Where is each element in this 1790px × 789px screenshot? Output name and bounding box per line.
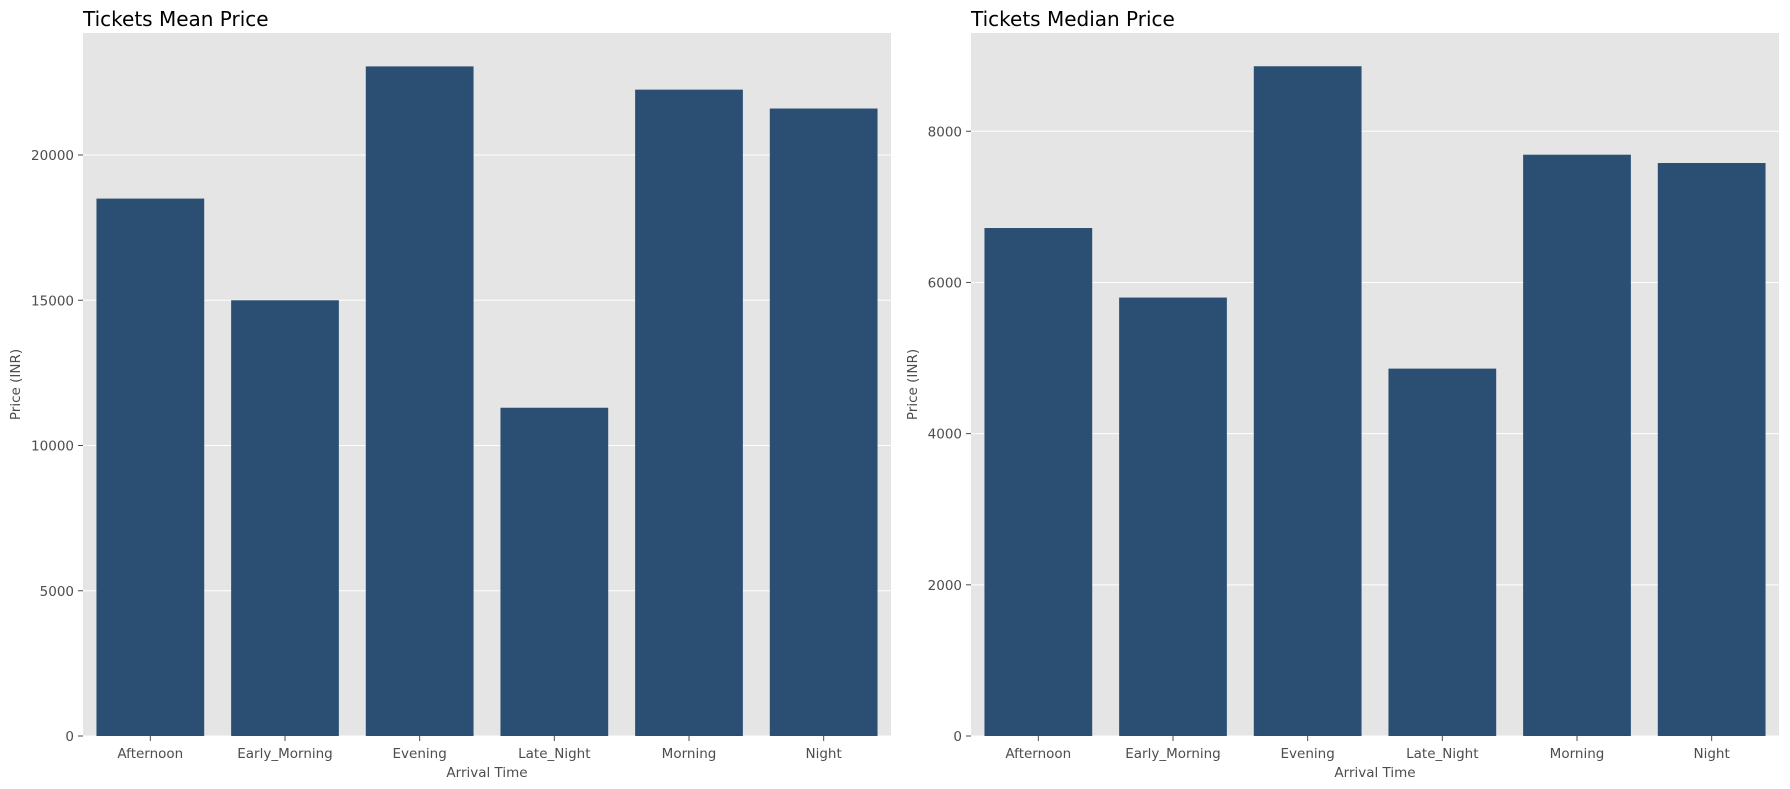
y-tick-label: 8000 bbox=[928, 124, 962, 140]
x-tick-label: Morning bbox=[662, 746, 717, 762]
bar-early-morning bbox=[231, 300, 339, 736]
bar-night bbox=[769, 108, 878, 736]
y-tick-label: 5000 bbox=[40, 584, 74, 600]
y-tick-label: 10000 bbox=[31, 439, 74, 455]
bar-night bbox=[1657, 163, 1766, 736]
y-tick-label: 4000 bbox=[928, 427, 962, 443]
bar-early-morning bbox=[1119, 297, 1227, 736]
y-axis-label: Price (INR) bbox=[8, 349, 24, 420]
x-tick-label: Evening bbox=[1281, 746, 1335, 762]
x-tick-label: Afternoon bbox=[1005, 746, 1071, 762]
chart-panel-1: 0 5000 10000 15000 20000 Afternoon Early_Morni… bbox=[8, 7, 891, 781]
plot-area bbox=[971, 33, 1779, 736]
x-tick-label: Night bbox=[806, 746, 842, 762]
x-tick-label: Early_Morning bbox=[1125, 746, 1221, 762]
y-tick-label: 15000 bbox=[31, 293, 74, 309]
x-tick-label: Late_Night bbox=[1406, 746, 1478, 762]
chart-title: Tickets Median Price bbox=[970, 7, 1175, 31]
y-tick-label: 20000 bbox=[31, 148, 74, 164]
bar-afternoon bbox=[984, 228, 1093, 736]
bar-morning bbox=[1523, 154, 1631, 736]
bar-late-night bbox=[500, 407, 609, 736]
bar-afternoon bbox=[96, 198, 205, 736]
y-tick-label: 0 bbox=[65, 729, 74, 745]
bar-evening bbox=[365, 66, 474, 736]
bar-evening bbox=[1253, 66, 1362, 737]
x-tick-label: Early_Morning bbox=[237, 746, 333, 762]
y-tick-label: 2000 bbox=[928, 578, 962, 594]
chart-title: Tickets Mean Price bbox=[82, 7, 269, 31]
x-axis-label: Arrival Time bbox=[1334, 765, 1415, 781]
x-tick-label: Afternoon bbox=[117, 746, 183, 762]
bar-morning bbox=[635, 89, 743, 736]
chart-panel-2: 0 2000 4000 6000 8000 Afternoon Early_Morning E… bbox=[905, 7, 1779, 781]
x-axis-label: Arrival Time bbox=[446, 765, 527, 781]
x-tick-label: Late_Night bbox=[518, 746, 590, 762]
y-tick-label: 0 bbox=[953, 729, 962, 745]
x-tick-label: Morning bbox=[1550, 746, 1605, 762]
bar-late-night bbox=[1388, 368, 1497, 736]
x-tick-label: Night bbox=[1694, 746, 1730, 762]
y-tick-label: 6000 bbox=[928, 275, 962, 291]
y-axis-label: Price (INR) bbox=[905, 349, 921, 420]
plot-area bbox=[83, 33, 891, 736]
x-tick-label: Evening bbox=[393, 746, 447, 762]
